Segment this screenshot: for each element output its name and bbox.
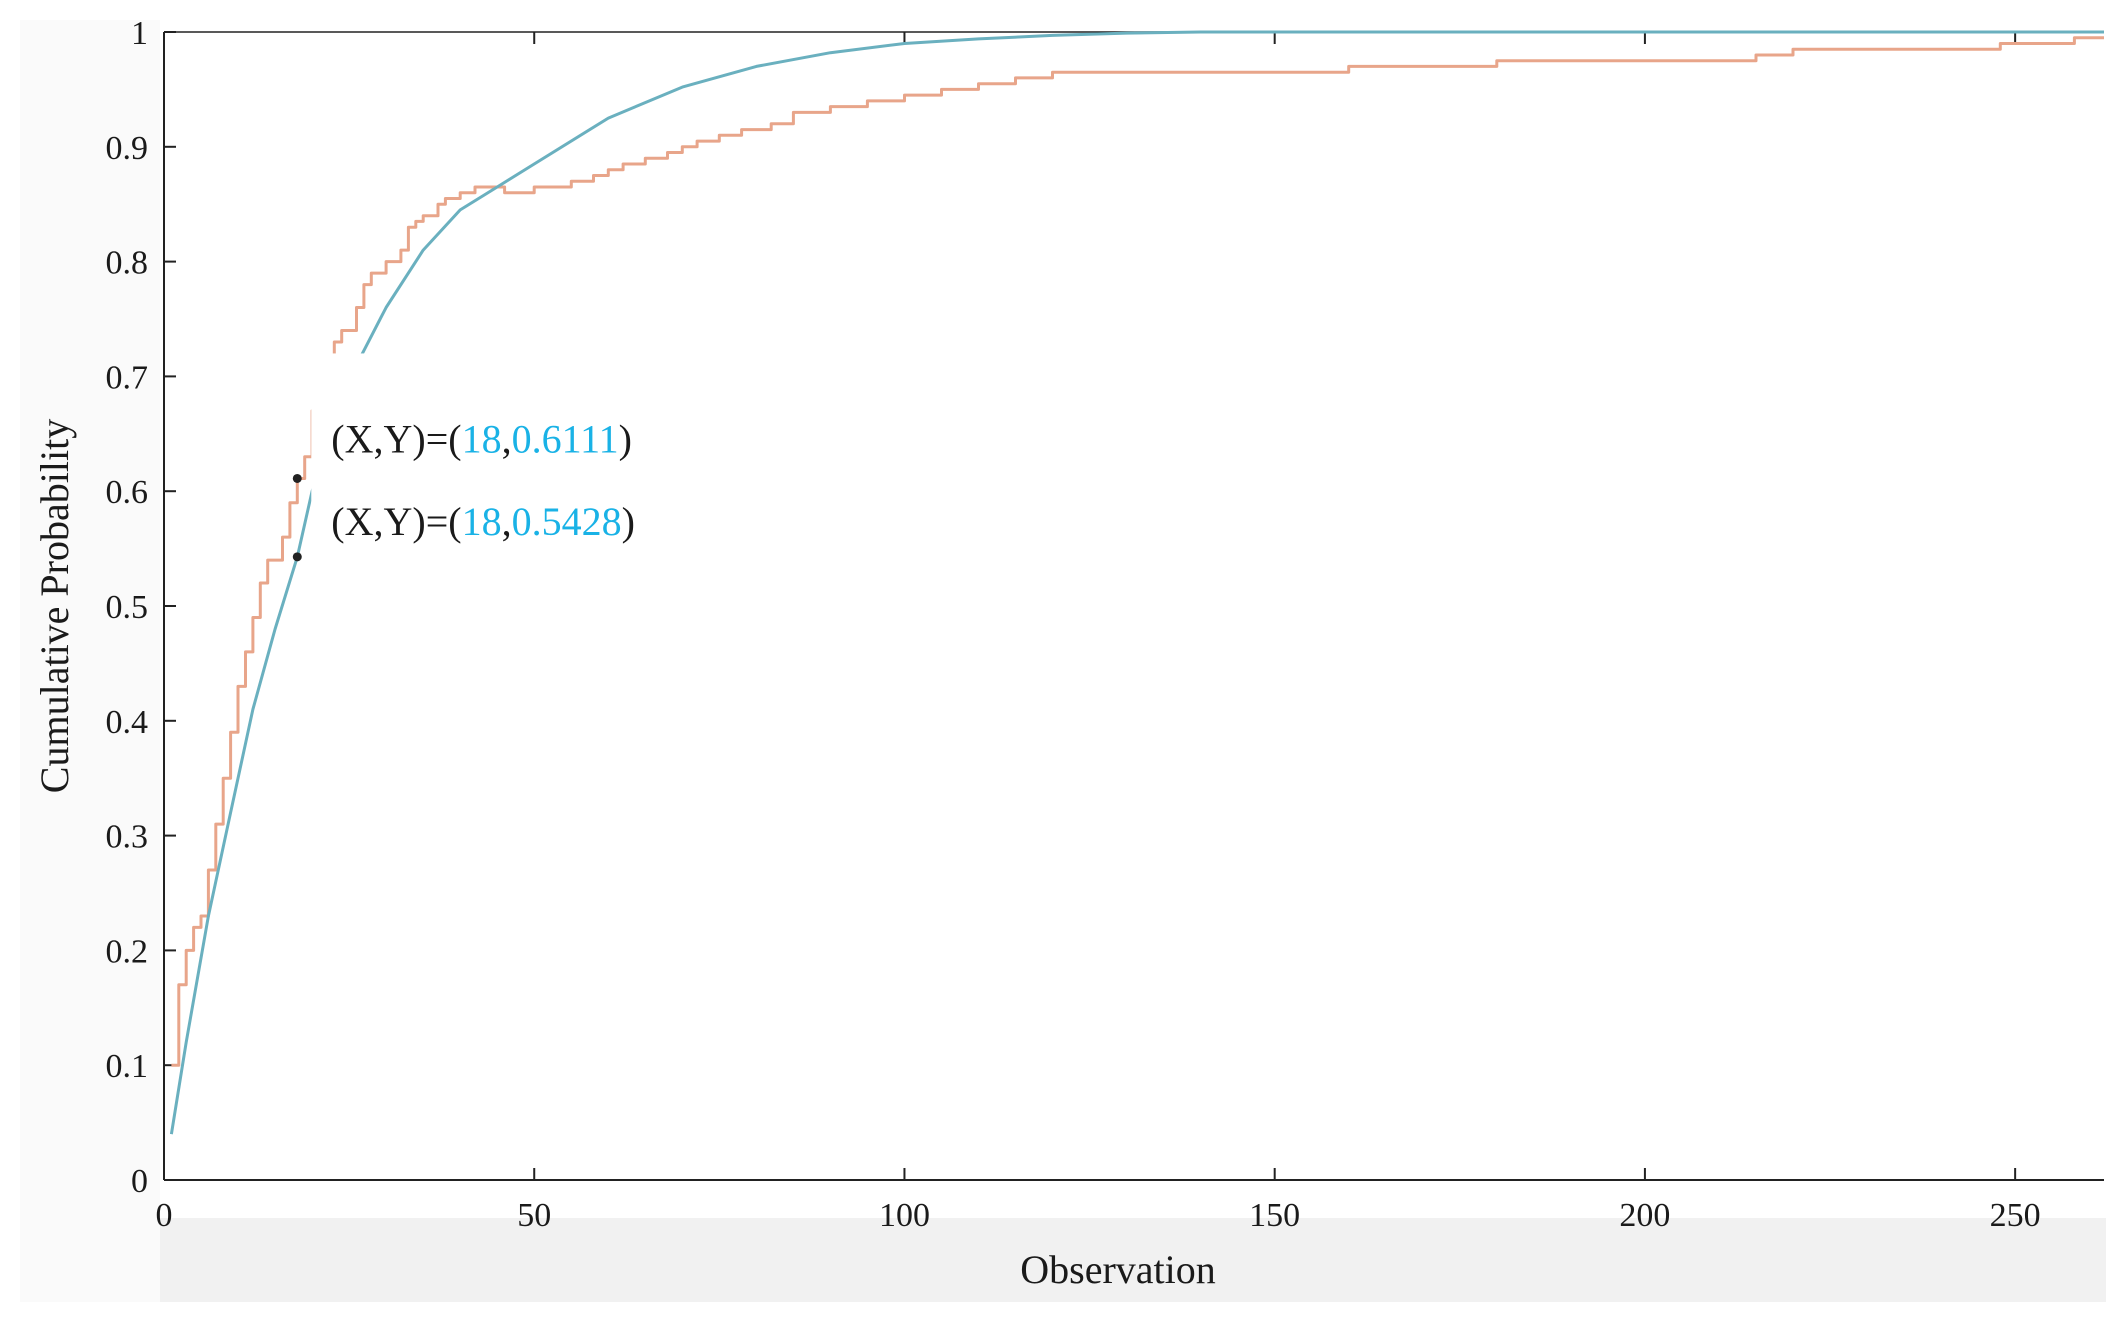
x-tick-label: 50 bbox=[517, 1197, 551, 1234]
y-tick-label: 0.4 bbox=[106, 704, 149, 741]
annotation-box bbox=[311, 353, 682, 544]
x-axis-label: Observation bbox=[1020, 1247, 1216, 1292]
x-tick-label: 200 bbox=[1619, 1197, 1670, 1234]
datatip-prefix: (X,Y)=( bbox=[331, 499, 461, 544]
datatip-suffix: ) bbox=[622, 499, 635, 544]
x-tick-label: 100 bbox=[879, 1197, 930, 1234]
datatip-y-value: 0.5428 bbox=[512, 499, 622, 544]
y-tick-label: 1 bbox=[131, 15, 148, 52]
empirical-cdf-line bbox=[171, 36, 2104, 1067]
datatip-suffix: ) bbox=[619, 416, 632, 461]
datatip-separator: , bbox=[502, 416, 512, 461]
annotations: (X,Y)=(18,0.6111)(X,Y)=(18,0.5428) bbox=[292, 353, 682, 562]
y-tick-label: 0.1 bbox=[106, 1048, 149, 1085]
y-tick-label: 0.3 bbox=[106, 819, 149, 856]
x-tick-label: 250 bbox=[1990, 1197, 2041, 1234]
plot-area bbox=[164, 32, 2104, 1180]
y-tick-label: 0.7 bbox=[106, 359, 149, 396]
x-tick-label: 0 bbox=[156, 1197, 173, 1234]
datatip-label: (X,Y)=(18,0.5428) bbox=[331, 499, 635, 544]
y-tick-label: 0.9 bbox=[106, 130, 149, 167]
y-tick-label: 0 bbox=[131, 1163, 148, 1200]
datatip-separator: , bbox=[502, 499, 512, 544]
datatip-x-value: 18 bbox=[462, 416, 502, 461]
datatip-marker bbox=[292, 473, 302, 483]
y-tick-label: 0.8 bbox=[106, 245, 149, 282]
axes: 0 50 100 150 200 250 0 0.1 0.2 0.3 0.4 0.5 0.6 0.7 0.8… bbox=[106, 15, 2104, 1234]
y-tick-label: 0.6 bbox=[106, 474, 149, 511]
fitted-cdf-line bbox=[169, 30, 2104, 1135]
y-axis-label: Cumulative Probability bbox=[32, 419, 77, 793]
datatip-x-value: 18 bbox=[462, 499, 502, 544]
bottom-band bbox=[20, 1218, 2106, 1302]
datatip-prefix: (X,Y)=( bbox=[331, 416, 461, 461]
y-tick-label: 0.5 bbox=[106, 589, 149, 626]
series-group bbox=[169, 30, 2104, 1135]
datatip-label: (X,Y)=(18,0.6111) bbox=[331, 416, 632, 461]
y-tick-label: 0.2 bbox=[106, 933, 149, 970]
datatip-y-value: 0.6111 bbox=[512, 416, 619, 461]
x-tick-label: 150 bbox=[1249, 1197, 1300, 1234]
datatip-marker bbox=[292, 552, 302, 562]
left-band bbox=[20, 20, 160, 1302]
